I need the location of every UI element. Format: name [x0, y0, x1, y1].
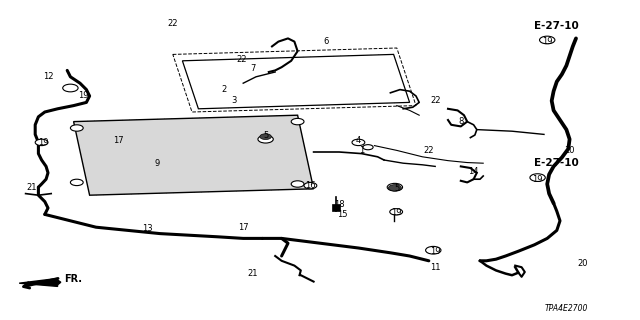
Polygon shape	[74, 115, 314, 195]
Circle shape	[258, 135, 273, 143]
Text: TPA4E2700: TPA4E2700	[545, 304, 588, 313]
Circle shape	[352, 139, 365, 146]
Text: 7: 7	[250, 64, 255, 73]
Circle shape	[530, 174, 545, 181]
Text: 22: 22	[168, 20, 178, 28]
Text: 11: 11	[430, 263, 440, 272]
Circle shape	[388, 185, 401, 191]
Circle shape	[35, 139, 48, 146]
Circle shape	[304, 182, 317, 189]
Text: 5: 5	[394, 184, 399, 193]
Circle shape	[291, 118, 304, 125]
Circle shape	[70, 179, 83, 186]
Text: 19: 19	[430, 247, 440, 256]
Text: E-27-10: E-27-10	[534, 158, 579, 168]
Text: 14: 14	[468, 167, 479, 176]
Text: 19: 19	[78, 92, 88, 100]
Polygon shape	[19, 278, 61, 286]
Circle shape	[390, 209, 403, 215]
Text: 19: 19	[542, 37, 552, 46]
Text: 4: 4	[356, 136, 361, 145]
Circle shape	[540, 36, 555, 44]
Text: 15: 15	[337, 210, 348, 219]
Text: 20: 20	[577, 260, 588, 268]
Text: E-27-10: E-27-10	[534, 20, 579, 31]
Text: 22: 22	[430, 96, 440, 105]
Text: 22: 22	[237, 55, 247, 64]
Text: 13: 13	[142, 224, 152, 233]
Circle shape	[387, 183, 403, 191]
Circle shape	[70, 125, 83, 131]
Text: 3: 3	[231, 96, 236, 105]
Text: 5: 5	[263, 132, 268, 140]
Text: 9: 9	[154, 159, 159, 168]
Text: 17: 17	[238, 223, 248, 232]
Circle shape	[291, 181, 304, 187]
Text: 8: 8	[458, 117, 463, 126]
Text: 21: 21	[27, 183, 37, 192]
Circle shape	[63, 84, 78, 92]
Text: 19: 19	[392, 208, 402, 217]
Text: 19: 19	[532, 175, 543, 184]
Text: 1: 1	[359, 146, 364, 155]
Text: 6: 6	[324, 37, 329, 46]
Text: 2: 2	[221, 85, 227, 94]
Text: 18: 18	[334, 200, 344, 209]
Polygon shape	[182, 54, 410, 109]
Text: 16: 16	[305, 181, 316, 190]
Text: 22: 22	[424, 146, 434, 155]
Text: 19: 19	[38, 138, 49, 147]
Text: 17: 17	[113, 136, 124, 145]
Circle shape	[363, 145, 373, 150]
Text: 12: 12	[43, 72, 53, 81]
Bar	[332, 204, 340, 211]
Circle shape	[426, 246, 441, 254]
Text: 10: 10	[564, 146, 575, 155]
Text: FR.: FR.	[64, 274, 82, 284]
Text: 21: 21	[248, 269, 258, 278]
Circle shape	[260, 134, 271, 140]
